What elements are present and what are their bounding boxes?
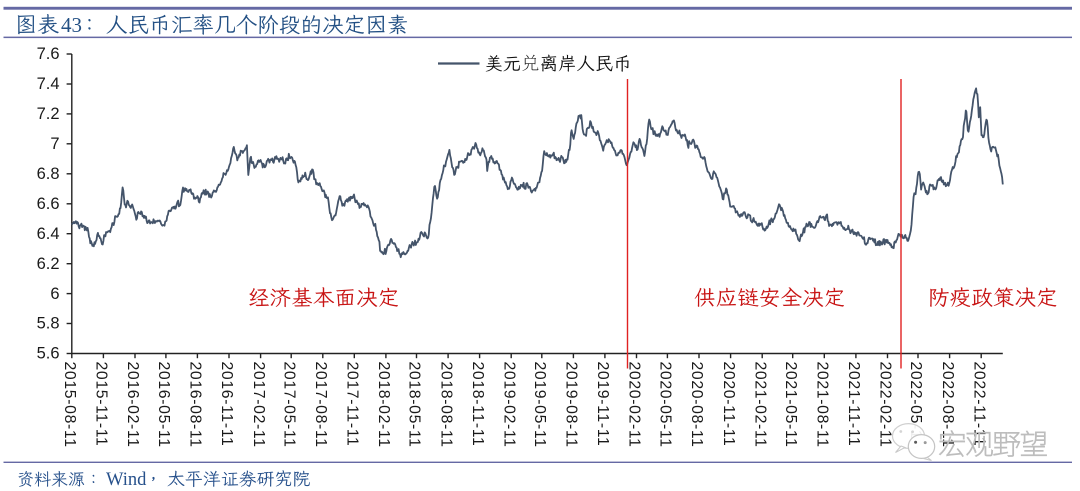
- svg-text:7.4: 7.4: [37, 75, 60, 93]
- svg-text:2017-05-11: 2017-05-11: [280, 362, 297, 448]
- svg-text:6.2: 6.2: [37, 255, 60, 273]
- svg-text:2017-08-11: 2017-08-11: [312, 362, 329, 448]
- svg-text:2018-11-11: 2018-11-11: [469, 362, 486, 447]
- svg-text:2016-05-11: 2016-05-11: [155, 362, 172, 448]
- svg-text:2020-08-11: 2020-08-11: [688, 362, 705, 448]
- svg-text:6.6: 6.6: [37, 195, 60, 213]
- svg-text:2016-08-11: 2016-08-11: [187, 362, 204, 448]
- svg-text:2021-05-11: 2021-05-11: [782, 362, 799, 448]
- svg-text:2015-11-11: 2015-11-11: [93, 362, 110, 447]
- svg-text:2022-02-11: 2022-02-11: [877, 362, 894, 448]
- svg-text:2021-08-11: 2021-08-11: [814, 362, 831, 448]
- svg-text:2020-05-11: 2020-05-11: [657, 362, 674, 448]
- svg-text:2015-08-11: 2015-08-11: [61, 362, 78, 448]
- svg-text:2021-02-11: 2021-02-11: [751, 362, 768, 448]
- svg-text:2017-11-11: 2017-11-11: [344, 362, 361, 447]
- svg-text:6.8: 6.8: [37, 165, 60, 183]
- svg-text:2019-11-11: 2019-11-11: [594, 362, 611, 447]
- svg-text:6.4: 6.4: [37, 225, 60, 243]
- svg-text:7.6: 7.6: [37, 45, 60, 63]
- svg-text:2016-11-11: 2016-11-11: [218, 362, 235, 447]
- svg-text:2021-11-11: 2021-11-11: [845, 362, 862, 447]
- svg-text:2016-02-11: 2016-02-11: [124, 362, 141, 448]
- svg-text:5.6: 5.6: [37, 345, 60, 363]
- svg-text:7.2: 7.2: [37, 105, 60, 123]
- svg-text:43: 43: [61, 13, 82, 37]
- svg-text:6: 6: [50, 285, 59, 303]
- svg-text:2018-08-11: 2018-08-11: [437, 362, 454, 448]
- svg-text:2018-05-11: 2018-05-11: [406, 362, 423, 448]
- svg-text:2019-08-11: 2019-08-11: [563, 362, 580, 448]
- svg-text:Wind: Wind: [106, 470, 147, 490]
- svg-text:2019-05-11: 2019-05-11: [531, 362, 548, 448]
- svg-text:5.8: 5.8: [37, 315, 60, 333]
- svg-text:2022-08-11: 2022-08-11: [939, 362, 956, 448]
- svg-text:2020-11-11: 2020-11-11: [720, 362, 737, 447]
- svg-text:2020-02-11: 2020-02-11: [626, 362, 643, 448]
- svg-text:7: 7: [50, 135, 59, 153]
- svg-text:2019-02-11: 2019-02-11: [500, 362, 517, 448]
- svg-text:2017-02-11: 2017-02-11: [250, 362, 267, 448]
- svg-text:2022-11-11: 2022-11-11: [970, 362, 987, 447]
- svg-text:2018-02-11: 2018-02-11: [375, 362, 392, 448]
